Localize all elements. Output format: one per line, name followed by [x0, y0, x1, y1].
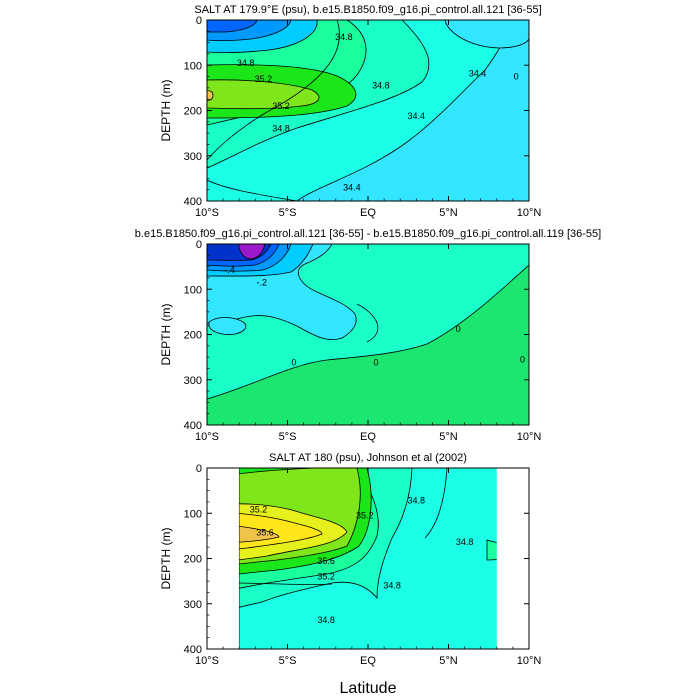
panel-1: SALT AT 179.9°E (psu), b.e15.B1850.f09_g…	[159, 4, 542, 219]
panel-title: SALT AT 180 (psu), Johnson et al (2002)	[269, 452, 467, 464]
x-tick-label: 10°S	[195, 431, 219, 443]
y-tick-label: 300	[184, 599, 202, 611]
contour-line	[424, 468, 448, 539]
contour-region	[238, 244, 266, 260]
contour-label: 0	[374, 358, 379, 368]
contour-region	[207, 20, 258, 33]
no-data-left	[207, 468, 240, 649]
x-tick-label: 10°N	[517, 207, 542, 219]
x-tick-label: 5°N	[439, 431, 458, 443]
y-tick-label: 200	[184, 554, 202, 566]
contour-label: 34.4	[408, 111, 426, 121]
contour-label: 35.2	[317, 572, 335, 582]
x-tick-label: EQ	[360, 207, 376, 219]
contour-label: 34.8	[372, 81, 390, 91]
y-tick-label: 100	[184, 284, 202, 296]
contour-label: -.2	[256, 277, 267, 287]
contour-label: 35.2	[272, 101, 290, 111]
contour-region	[208, 317, 247, 335]
contour-label: 34.8	[383, 581, 401, 591]
panels: SALT AT 179.9°E (psu), b.e15.B1850.f09_g…	[135, 4, 601, 667]
x-tick-label: 5°S	[279, 207, 297, 219]
y-axis-label: DEPTH (m)	[159, 304, 173, 366]
x-tick-label: 10°N	[517, 655, 542, 667]
contour-field: 35.2 35.6 35.6 35.2 35.2 34.8 34.8 34.8 34.8	[207, 468, 529, 649]
contour-label: 34.4	[469, 68, 487, 78]
x-tick-label: 5°N	[439, 207, 458, 219]
no-data-right	[496, 468, 529, 649]
contour-label: 34.8	[317, 615, 335, 625]
contour-line	[356, 303, 379, 343]
y-tick-label: 0	[196, 463, 202, 475]
panel-title: SALT AT 179.9°E (psu), b.e15.B1850.f09_g…	[194, 4, 541, 16]
contour-label: 34.8	[456, 537, 474, 547]
x-tick-label: 5°N	[439, 655, 458, 667]
x-tick-label: EQ	[360, 431, 376, 443]
x-tick-label: 10°S	[195, 207, 219, 219]
contour-label: 35.6	[256, 528, 274, 538]
contour-field: 34.834.835.235.234.834.834.434.434.40	[207, 20, 529, 201]
contour-label: 35.6	[317, 556, 335, 566]
x-axis-label: Latitude	[340, 680, 397, 697]
contour-label: 0	[291, 358, 296, 368]
contour-region	[207, 79, 320, 109]
y-tick-label: 0	[196, 15, 202, 27]
contour-label: 0	[520, 354, 525, 364]
contour-label: 34.8	[335, 32, 353, 42]
y-tick-label: 100	[184, 508, 202, 520]
contour-label: 35.2	[250, 505, 268, 515]
y-axis-label: DEPTH (m)	[159, 80, 173, 142]
y-tick-label: 300	[184, 151, 202, 163]
x-tick-label: 5°S	[279, 431, 297, 443]
contour-field: -.4 -.2 0 0 0 0	[207, 244, 529, 425]
x-tick-label: 10°N	[517, 431, 542, 443]
y-tick-label: 400	[184, 420, 202, 432]
contour-label: 34.8	[237, 58, 255, 68]
x-tick-label: 10°S	[195, 655, 219, 667]
panel-2: b.e15.B1850.f09_g16.pi_control.all.121 […	[135, 228, 601, 443]
panel-3: SALT AT 180 (psu), Johnson et al (2002) 3…	[159, 452, 541, 667]
y-tick-label: 200	[184, 330, 202, 342]
y-tick-label: 400	[184, 644, 202, 656]
contour-label: 0	[514, 72, 519, 82]
contour-label: 34.8	[408, 496, 426, 506]
panel-title: b.e15.B1850.f09_g16.pi_control.all.121 […	[135, 228, 601, 240]
contour-region	[296, 20, 529, 201]
contour-region	[207, 90, 214, 101]
contour-label: 0	[456, 324, 461, 334]
contour-label: -.4	[224, 265, 235, 275]
y-tick-label: 0	[196, 239, 202, 251]
y-tick-label: 200	[184, 106, 202, 118]
contour-line	[207, 20, 340, 161]
contour-label: 35.2	[356, 511, 374, 521]
x-tick-label: 5°S	[279, 655, 297, 667]
y-tick-label: 400	[184, 196, 202, 208]
y-tick-label: 300	[184, 375, 202, 387]
contour-label: 34.8	[272, 124, 290, 134]
y-tick-label: 100	[184, 60, 202, 72]
contour-label: 34.4	[343, 182, 361, 192]
y-axis-label: DEPTH (m)	[159, 528, 173, 590]
x-tick-label: EQ	[360, 655, 376, 667]
contour-label: 35.2	[255, 74, 273, 84]
